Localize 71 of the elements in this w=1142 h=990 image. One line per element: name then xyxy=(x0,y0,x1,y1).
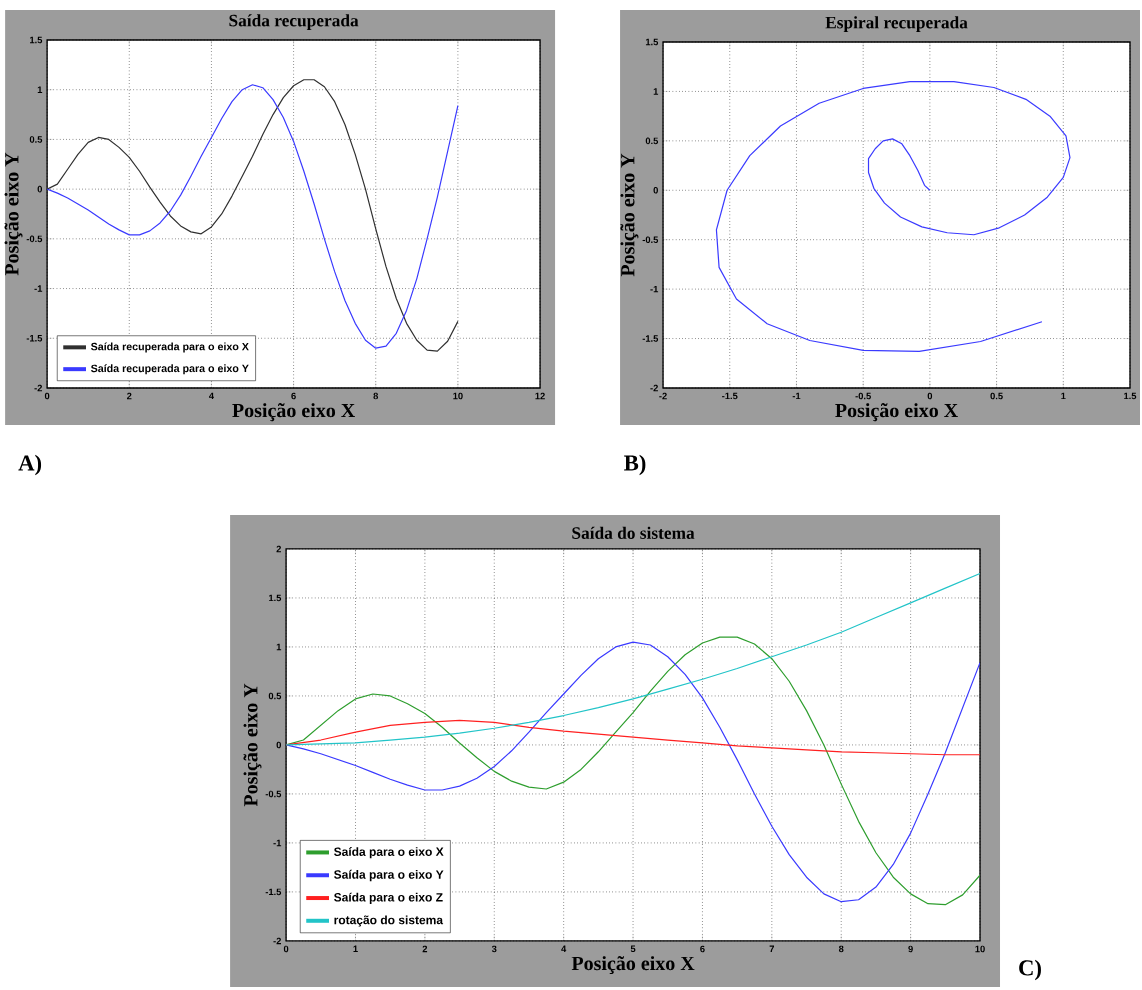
legend-label: Saída para o eixo Y xyxy=(334,869,444,882)
x-tick-label: -1.5 xyxy=(722,392,738,400)
x-tick-label: 8 xyxy=(838,945,844,953)
x-tick-label: 10 xyxy=(975,945,985,953)
x-tick-label: 2 xyxy=(422,945,428,953)
x-tick-label: 12 xyxy=(535,392,545,400)
text: C) xyxy=(1019,959,1041,981)
line-series xyxy=(286,572,981,746)
text: B) xyxy=(624,454,646,476)
y-tick-label: 0 xyxy=(653,187,658,194)
x-tick-label: 3 xyxy=(491,945,497,953)
y-tick-label: -1 xyxy=(34,285,43,292)
chart-title: Saída do sistema xyxy=(572,526,695,539)
x-tick-label: 0 xyxy=(927,392,933,400)
x-tick-label: 9 xyxy=(908,945,913,953)
y-tick-label: -1.5 xyxy=(265,888,282,896)
x-tick-label: 1.5 xyxy=(1124,392,1137,400)
y-axis-title: Posição eixo Y xyxy=(620,153,639,277)
y-tick-label: -0.5 xyxy=(26,235,43,243)
x-axis-title: Posição eixo X xyxy=(835,403,958,422)
y-tick-label: 0 xyxy=(276,741,281,749)
y-tick-label: -2 xyxy=(650,384,658,392)
y-axis-title: Posição eixo Y xyxy=(4,152,23,276)
y-tick-label: -0.5 xyxy=(642,236,659,244)
y-tick-label: 1.5 xyxy=(30,36,43,44)
x-tick-label: 4 xyxy=(208,392,214,400)
x-tick-label: 4 xyxy=(561,945,567,953)
chart-title: Espiral recuperada xyxy=(825,16,968,32)
x-tick-label: 1 xyxy=(1061,392,1066,400)
x-axis-title: Posição eixo X xyxy=(571,956,695,975)
y-tick-label: 1 xyxy=(276,643,282,651)
x-tick-label: 0 xyxy=(44,392,50,400)
x-tick-label: 5 xyxy=(630,945,636,953)
x-tick-label: 7 xyxy=(769,945,775,953)
x-tick-label: 10 xyxy=(453,392,463,400)
x-tick-label: 6 xyxy=(291,392,296,400)
x-tick-label: 1 xyxy=(353,945,358,953)
x-axis-title: Posição eixo X xyxy=(232,403,356,422)
x-tick-label: 8 xyxy=(373,392,379,400)
y-tick-label: -1 xyxy=(273,839,282,847)
legend-label: Saída para o eixo Z xyxy=(334,892,443,904)
y-tick-label: 0.5 xyxy=(645,137,659,145)
x-tick-label: -1 xyxy=(792,392,801,400)
y-tick-label: 1 xyxy=(653,88,659,95)
y-tick-label: 1 xyxy=(37,86,43,93)
x-tick-label: -0.5 xyxy=(855,392,871,400)
x-tick-label: 6 xyxy=(700,945,705,953)
y-tick-label: -1 xyxy=(650,285,659,293)
y-tick-label: 2 xyxy=(276,545,281,553)
x-tick-label: 0 xyxy=(283,945,289,953)
legend-label: Saída recuperada para o eixo X xyxy=(90,342,249,353)
legend-label: Saída para o eixo X xyxy=(334,847,444,859)
x-tick-label: 2 xyxy=(126,392,132,400)
x-tick-label: -2 xyxy=(659,392,667,400)
legend-label: rotação do sistema xyxy=(334,915,444,927)
y-tick-label: 0.5 xyxy=(29,136,43,143)
y-tick-label: 1.5 xyxy=(268,594,282,602)
y-tick-label: -0.5 xyxy=(265,790,282,798)
line-series xyxy=(715,80,1071,353)
legend-label: Saída recuperada para o eixo Y xyxy=(90,364,249,375)
text: A) xyxy=(18,454,42,476)
chart-title: Saída recuperada xyxy=(229,14,359,30)
x-tick-label: 0.5 xyxy=(990,392,1003,400)
y-tick-label: 0 xyxy=(37,185,43,193)
y-tick-label: -1.5 xyxy=(26,335,43,342)
y-tick-label: -2 xyxy=(273,937,281,945)
y-tick-label: 1.5 xyxy=(645,38,659,46)
y-tick-label: -1.5 xyxy=(642,335,659,342)
y-tick-label: 0.5 xyxy=(268,692,282,700)
y-tick-label: -2 xyxy=(34,384,43,392)
y-axis-title: Posição eixo Y xyxy=(243,683,262,807)
